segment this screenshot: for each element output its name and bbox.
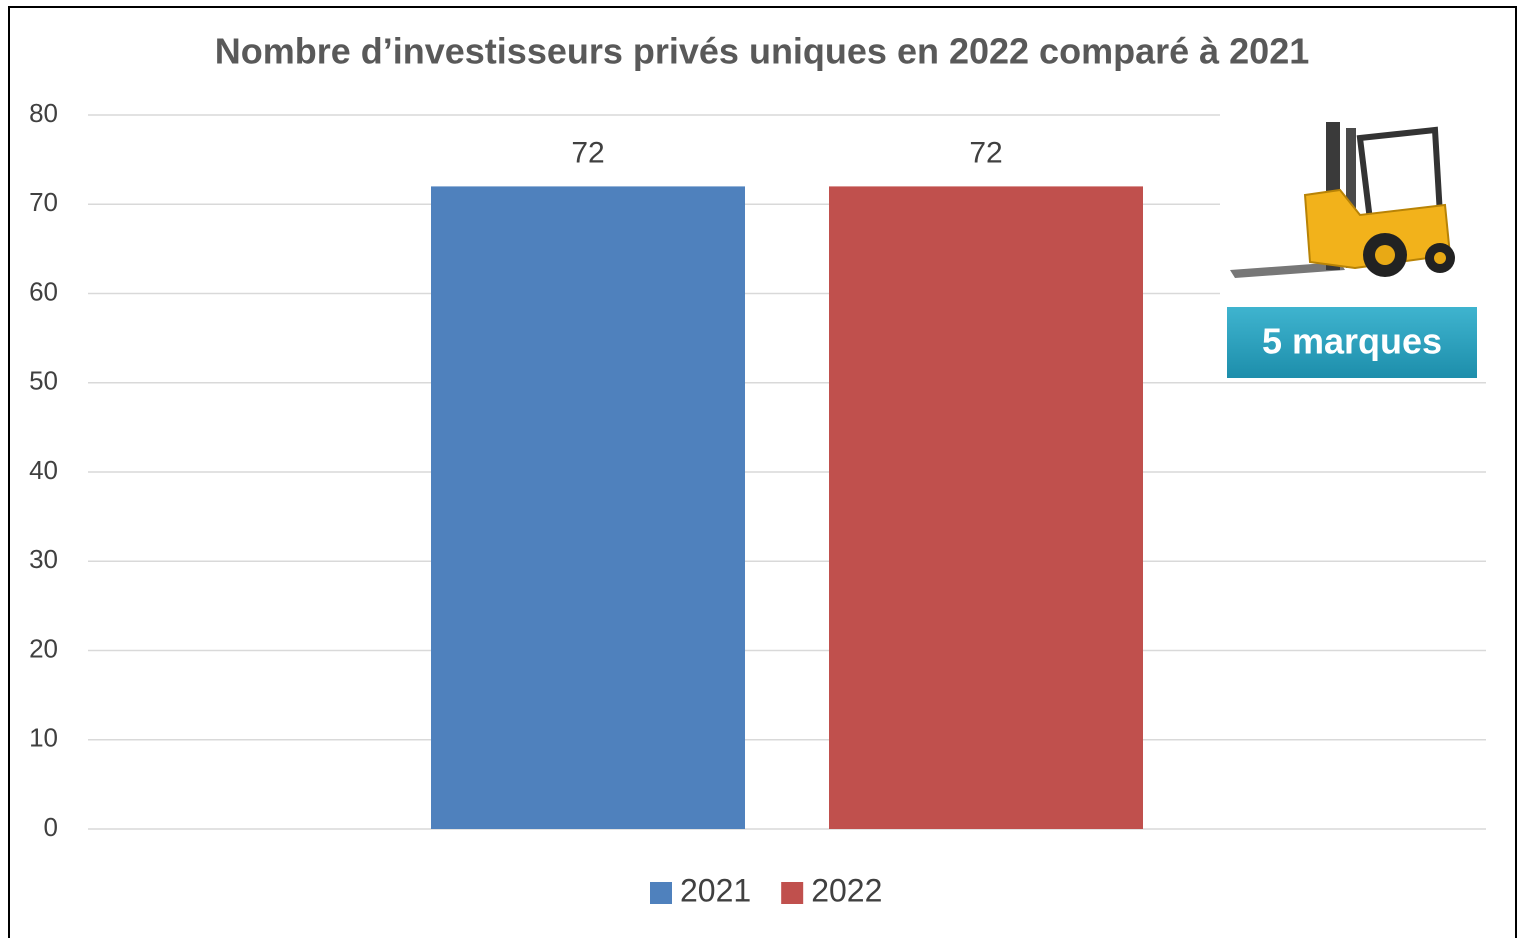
- marks: 72 72: [431, 136, 1143, 829]
- y-tick-label: 0: [44, 812, 58, 842]
- y-tick-label: 10: [29, 723, 58, 753]
- wheel-hub: [1434, 252, 1446, 264]
- wheel-hub: [1375, 245, 1395, 265]
- y-tick-label: 60: [29, 276, 58, 306]
- annotation: 5 marques: [1262, 321, 1442, 362]
- y-tick-label: 70: [29, 187, 58, 217]
- chart-title: Nombre d’investisseurs privés uniques en…: [215, 31, 1310, 72]
- y-tick-label: 20: [29, 633, 58, 663]
- legend-label: 2022: [811, 872, 882, 908]
- annotation-box: [1227, 307, 1477, 378]
- legend-swatch: [650, 882, 672, 904]
- bar: [829, 186, 1143, 829]
- data-label: 72: [571, 136, 604, 169]
- mast: [1346, 128, 1356, 268]
- fork: [1230, 262, 1345, 278]
- body: [1303, 188, 1452, 270]
- bar: [431, 186, 745, 829]
- y-tick-label: 40: [29, 455, 58, 485]
- y-tick-label: 80: [29, 98, 58, 128]
- legend-label: 2021: [680, 872, 751, 908]
- data-label: 72: [969, 136, 1002, 169]
- y-tick-label: 30: [29, 544, 58, 574]
- forklift-image: [1220, 112, 1486, 300]
- legend-swatch: [781, 882, 804, 904]
- y-tick-label: 50: [29, 366, 58, 396]
